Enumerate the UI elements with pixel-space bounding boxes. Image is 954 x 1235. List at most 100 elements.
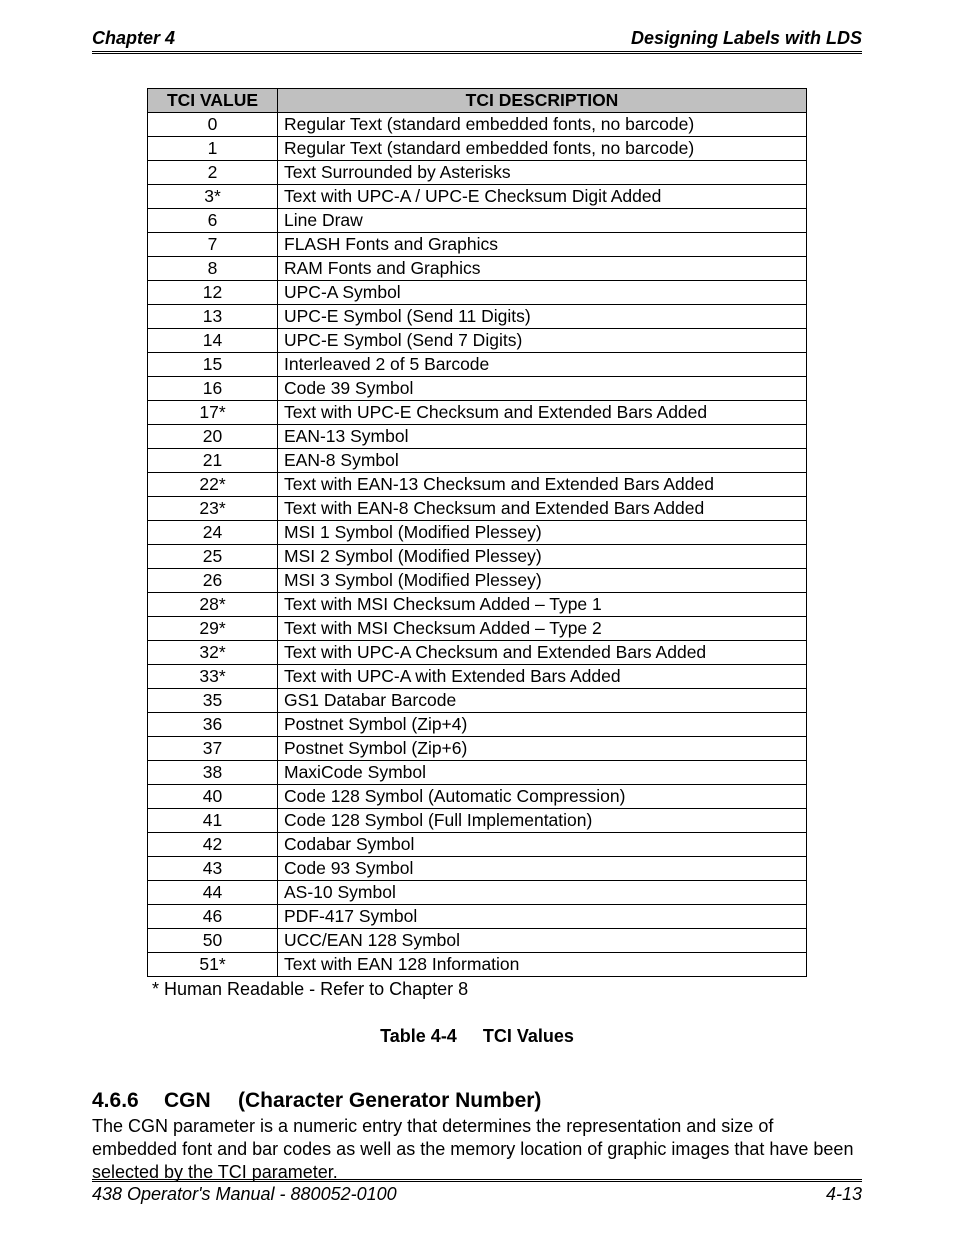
- tci-value-cell: 50: [148, 929, 278, 953]
- caption-label: Table 4-4: [380, 1026, 457, 1046]
- tci-description-cell: EAN-8 Symbol: [278, 449, 807, 473]
- tci-value-cell: 42: [148, 833, 278, 857]
- table-row: 21EAN-8 Symbol: [148, 449, 807, 473]
- table-row: 7FLASH Fonts and Graphics: [148, 233, 807, 257]
- table-row: 12UPC-A Symbol: [148, 281, 807, 305]
- tci-value-cell: 20: [148, 425, 278, 449]
- tci-value-cell: 2: [148, 161, 278, 185]
- tci-description-cell: Text with UPC-E Checksum and Extended Ba…: [278, 401, 807, 425]
- tci-description-cell: UPC-E Symbol (Send 7 Digits): [278, 329, 807, 353]
- table-caption: Table 4-4 TCI Values: [92, 1026, 862, 1047]
- table-row: 24MSI 1 Symbol (Modified Plessey): [148, 521, 807, 545]
- table-row: 42Codabar Symbol: [148, 833, 807, 857]
- table-row: 36Postnet Symbol (Zip+4): [148, 713, 807, 737]
- tci-description-cell: Postnet Symbol (Zip+4): [278, 713, 807, 737]
- tci-description-cell: Text with UPC-A / UPC-E Checksum Digit A…: [278, 185, 807, 209]
- table-row: 37Postnet Symbol (Zip+6): [148, 737, 807, 761]
- col-header-tci-description: TCI DESCRIPTION: [278, 89, 807, 113]
- tci-value-cell: 15: [148, 353, 278, 377]
- header-title: Designing Labels with LDS: [631, 28, 862, 49]
- tci-description-cell: Codabar Symbol: [278, 833, 807, 857]
- table-row: 44AS-10 Symbol: [148, 881, 807, 905]
- tci-description-cell: Text with EAN-8 Checksum and Extended Ba…: [278, 497, 807, 521]
- section-heading: 4.6.6CGN(Character Generator Number): [92, 1089, 862, 1113]
- table-row: 23*Text with EAN-8 Checksum and Extended…: [148, 497, 807, 521]
- table-row: 33*Text with UPC-A with Extended Bars Ad…: [148, 665, 807, 689]
- tci-value-cell: 13: [148, 305, 278, 329]
- tci-description-cell: UPC-A Symbol: [278, 281, 807, 305]
- table-row: 32*Text with UPC-A Checksum and Extended…: [148, 641, 807, 665]
- tci-value-cell: 37: [148, 737, 278, 761]
- tci-description-cell: Text with EAN 128 Information: [278, 953, 807, 977]
- tci-value-cell: 12: [148, 281, 278, 305]
- caption-title: TCI Values: [483, 1026, 574, 1046]
- table-row: 38MaxiCode Symbol: [148, 761, 807, 785]
- table-row: 6Line Draw: [148, 209, 807, 233]
- tci-description-cell: Code 39 Symbol: [278, 377, 807, 401]
- tci-description-cell: MSI 1 Symbol (Modified Plessey): [278, 521, 807, 545]
- tci-description-cell: AS-10 Symbol: [278, 881, 807, 905]
- table-row: 20EAN-13 Symbol: [148, 425, 807, 449]
- tci-value-cell: 16: [148, 377, 278, 401]
- table-row: 50UCC/EAN 128 Symbol: [148, 929, 807, 953]
- tci-value-cell: 26: [148, 569, 278, 593]
- tci-description-cell: GS1 Databar Barcode: [278, 689, 807, 713]
- tci-description-cell: Postnet Symbol (Zip+6): [278, 737, 807, 761]
- section-number: 4.6.6: [92, 1089, 164, 1113]
- tci-value-cell: 1: [148, 137, 278, 161]
- tci-value-cell: 24: [148, 521, 278, 545]
- tci-value-cell: 6: [148, 209, 278, 233]
- tci-value-cell: 28*: [148, 593, 278, 617]
- table-row: 15Interleaved 2 of 5 Barcode: [148, 353, 807, 377]
- footer-manual-id: 438 Operator's Manual - 880052-0100: [92, 1184, 397, 1205]
- tci-value-cell: 46: [148, 905, 278, 929]
- tci-description-cell: Text Surrounded by Asterisks: [278, 161, 807, 185]
- table-row: 13UPC-E Symbol (Send 11 Digits): [148, 305, 807, 329]
- tci-table: TCI VALUE TCI DESCRIPTION 0Regular Text …: [147, 88, 807, 977]
- tci-value-cell: 21: [148, 449, 278, 473]
- tci-description-cell: Text with MSI Checksum Added – Type 2: [278, 617, 807, 641]
- tci-table-wrap: TCI VALUE TCI DESCRIPTION 0Regular Text …: [147, 88, 807, 977]
- tci-description-cell: Text with UPC-A Checksum and Extended Ba…: [278, 641, 807, 665]
- table-row: 35GS1 Databar Barcode: [148, 689, 807, 713]
- table-row: 25MSI 2 Symbol (Modified Plessey): [148, 545, 807, 569]
- tci-description-cell: PDF-417 Symbol: [278, 905, 807, 929]
- tci-description-cell: Code 128 Symbol (Automatic Compression): [278, 785, 807, 809]
- tci-value-cell: 17*: [148, 401, 278, 425]
- tci-value-cell: 22*: [148, 473, 278, 497]
- tci-value-cell: 41: [148, 809, 278, 833]
- table-row: 41Code 128 Symbol (Full Implementation): [148, 809, 807, 833]
- tci-value-cell: 43: [148, 857, 278, 881]
- header-chapter: Chapter 4: [92, 28, 175, 49]
- tci-value-cell: 40: [148, 785, 278, 809]
- table-row: 16Code 39 Symbol: [148, 377, 807, 401]
- tci-value-cell: 36: [148, 713, 278, 737]
- page: Chapter 4 Designing Labels with LDS TCI …: [0, 0, 954, 1235]
- table-footnote: * Human Readable - Refer to Chapter 8: [152, 979, 862, 1000]
- tci-description-cell: MaxiCode Symbol: [278, 761, 807, 785]
- tci-description-cell: Regular Text (standard embedded fonts, n…: [278, 113, 807, 137]
- table-row: 14UPC-E Symbol (Send 7 Digits): [148, 329, 807, 353]
- tci-description-cell: Line Draw: [278, 209, 807, 233]
- tci-value-cell: 14: [148, 329, 278, 353]
- tci-description-cell: UCC/EAN 128 Symbol: [278, 929, 807, 953]
- tci-description-cell: Text with EAN-13 Checksum and Extended B…: [278, 473, 807, 497]
- page-footer: 438 Operator's Manual - 880052-0100 4-13: [92, 1179, 862, 1205]
- tci-value-cell: 44: [148, 881, 278, 905]
- tci-description-cell: EAN-13 Symbol: [278, 425, 807, 449]
- tci-description-cell: UPC-E Symbol (Send 11 Digits): [278, 305, 807, 329]
- table-row: 43Code 93 Symbol: [148, 857, 807, 881]
- tci-value-cell: 32*: [148, 641, 278, 665]
- table-row: 3*Text with UPC-A / UPC-E Checksum Digit…: [148, 185, 807, 209]
- tci-description-cell: RAM Fonts and Graphics: [278, 257, 807, 281]
- tci-value-cell: 8: [148, 257, 278, 281]
- table-row: 46PDF-417 Symbol: [148, 905, 807, 929]
- tci-value-cell: 0: [148, 113, 278, 137]
- tci-description-cell: MSI 3 Symbol (Modified Plessey): [278, 569, 807, 593]
- section-title: (Character Generator Number): [238, 1089, 541, 1112]
- tci-value-cell: 51*: [148, 953, 278, 977]
- section-paragraph: The CGN parameter is a numeric entry tha…: [92, 1115, 862, 1184]
- table-header-row: TCI VALUE TCI DESCRIPTION: [148, 89, 807, 113]
- table-row: 51*Text with EAN 128 Information: [148, 953, 807, 977]
- tci-value-cell: 3*: [148, 185, 278, 209]
